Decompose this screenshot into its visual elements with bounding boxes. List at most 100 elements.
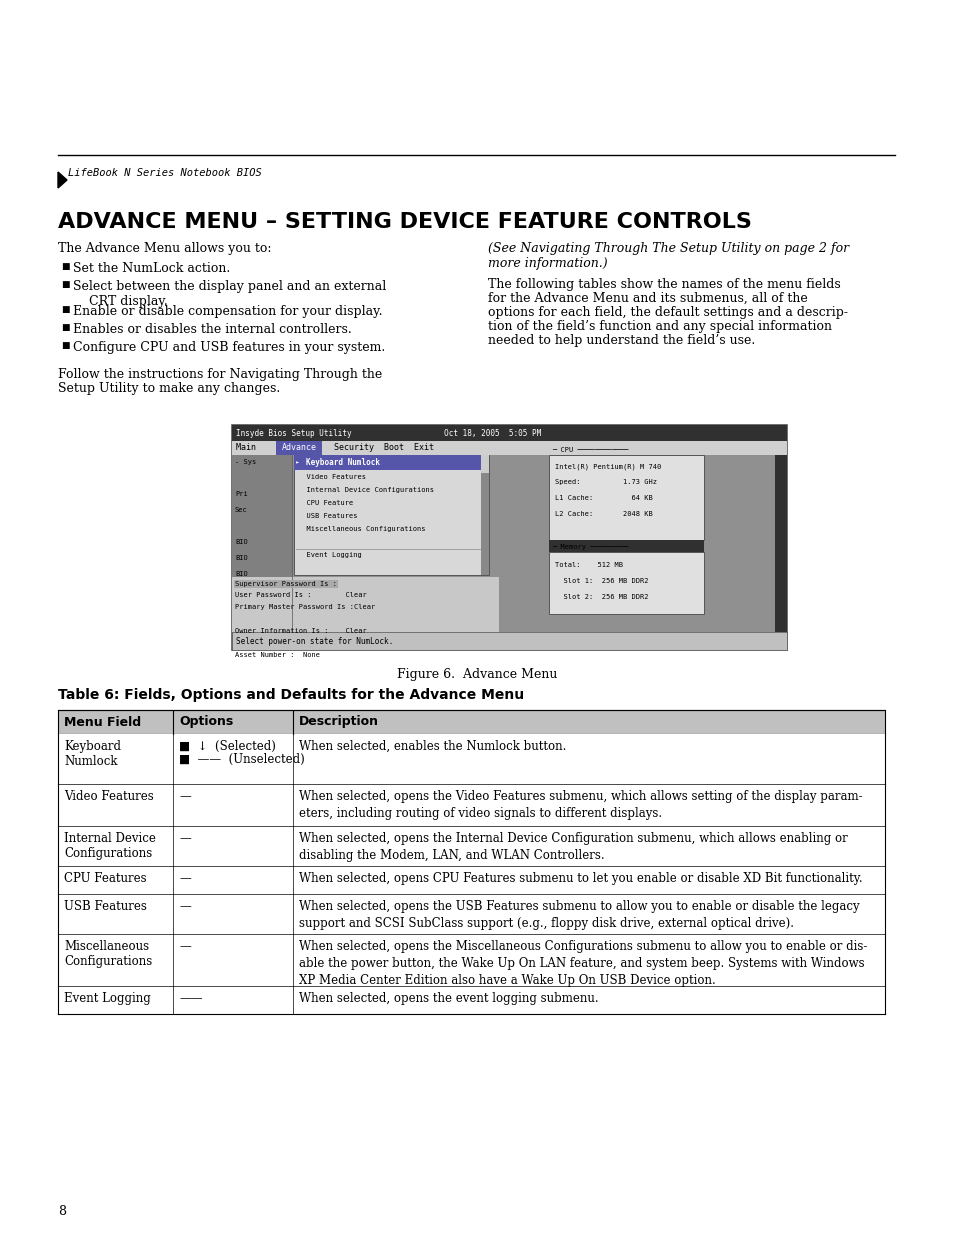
Text: Internal Device Configurations: Internal Device Configurations xyxy=(297,487,434,493)
Bar xyxy=(294,454,489,471)
Text: Keyboard
Numlock: Keyboard Numlock xyxy=(64,740,121,768)
Text: Security  Boot  Exit: Security Boot Exit xyxy=(324,443,434,452)
Text: BIO: BIO xyxy=(234,538,248,545)
Text: —: — xyxy=(179,790,191,803)
Text: ■  ↓  (Selected): ■ ↓ (Selected) xyxy=(179,740,275,753)
Bar xyxy=(232,425,786,441)
Text: ADVANCE MENU – SETTING DEVICE FEATURE CONTROLS: ADVANCE MENU – SETTING DEVICE FEATURE CO… xyxy=(58,212,751,232)
Text: ■: ■ xyxy=(61,341,70,350)
Text: Select between the display panel and an external
    CRT display.: Select between the display panel and an … xyxy=(73,280,386,308)
Text: CPU Features: CPU Features xyxy=(64,872,147,885)
Text: (See Navigating Through The Setup Utility on page 2 for
more information.): (See Navigating Through The Setup Utilit… xyxy=(488,242,848,270)
Text: L1 Cache:         64 KB: L1 Cache: 64 KB xyxy=(555,495,652,501)
Text: Figure 6.  Advance Menu: Figure 6. Advance Menu xyxy=(396,668,557,680)
Bar xyxy=(232,441,786,454)
Text: options for each field, the default settings and a descrip-: options for each field, the default sett… xyxy=(488,306,847,319)
Bar xyxy=(232,454,786,632)
Text: needed to help understand the field’s use.: needed to help understand the field’s us… xyxy=(488,333,755,347)
Text: ►: ► xyxy=(295,459,299,466)
Bar xyxy=(294,454,489,576)
Text: Configure CPU and USB features in your system.: Configure CPU and USB features in your s… xyxy=(73,341,385,354)
Text: USB Features: USB Features xyxy=(64,900,147,913)
Text: BIO: BIO xyxy=(234,571,248,577)
Text: for the Advance Menu and its submenus, all of the: for the Advance Menu and its submenus, a… xyxy=(488,291,807,305)
Text: ─ CPU ────────────: ─ CPU ──────────── xyxy=(552,447,628,453)
Bar xyxy=(58,826,884,866)
Text: Internal Device
Configurations: Internal Device Configurations xyxy=(64,832,155,860)
Bar xyxy=(58,710,884,734)
Bar xyxy=(58,986,884,1014)
Bar xyxy=(58,934,884,986)
Text: Video Features: Video Features xyxy=(64,790,153,803)
Text: —: — xyxy=(179,940,191,953)
Text: Description: Description xyxy=(298,715,378,729)
Text: ■: ■ xyxy=(61,262,70,270)
Text: Enables or disables the internal controllers.: Enables or disables the internal control… xyxy=(73,324,352,336)
Text: Video Features: Video Features xyxy=(297,474,366,480)
Bar xyxy=(232,454,292,632)
Bar xyxy=(275,441,322,454)
Text: Miscellaneous
Configurations: Miscellaneous Configurations xyxy=(64,940,152,968)
Text: tion of the field’s function and any special information: tion of the field’s function and any spe… xyxy=(488,320,831,333)
Text: Main: Main xyxy=(235,443,266,452)
Text: Slot 1:  256 MB DDR2: Slot 1: 256 MB DDR2 xyxy=(555,578,648,584)
Text: Set the NumLock action.: Set the NumLock action. xyxy=(73,262,230,275)
Bar xyxy=(58,734,884,784)
Bar xyxy=(232,425,786,650)
Text: - Sys: - Sys xyxy=(234,459,256,466)
Text: Event Logging: Event Logging xyxy=(64,992,151,1005)
Text: User Password Is :        Clear: User Password Is : Clear xyxy=(234,592,366,598)
Bar xyxy=(480,454,489,473)
Text: Insyde Bios Setup Utility                    Oct 18, 2005  5:05 PM: Insyde Bios Setup Utility Oct 18, 2005 5… xyxy=(235,429,540,437)
Text: Total:    512 MB: Total: 512 MB xyxy=(555,562,622,568)
Bar xyxy=(232,577,498,632)
Text: Keyboard Numlock: Keyboard Numlock xyxy=(306,458,379,467)
Text: Miscellaneous Configurations: Miscellaneous Configurations xyxy=(297,526,425,532)
Text: When selected, opens the Miscellaneous Configurations submenu to allow you to en: When selected, opens the Miscellaneous C… xyxy=(298,940,866,987)
Text: 8: 8 xyxy=(58,1205,66,1218)
Text: L2 Cache:       2048 KB: L2 Cache: 2048 KB xyxy=(555,511,652,517)
Text: When selected, opens the event logging submenu.: When selected, opens the event logging s… xyxy=(298,992,598,1005)
Text: Options: Options xyxy=(179,715,233,729)
Text: ■: ■ xyxy=(61,280,70,289)
Text: Asset Number :  None: Asset Number : None xyxy=(234,652,319,658)
Bar xyxy=(480,454,489,576)
Text: When selected, opens the Video Features submenu, which allows setting of the dis: When selected, opens the Video Features … xyxy=(298,790,862,820)
Text: Follow the instructions for Navigating Through the: Follow the instructions for Navigating T… xyxy=(58,368,382,382)
Text: Intel(R) Pentium(R) M 740: Intel(R) Pentium(R) M 740 xyxy=(555,463,660,469)
Bar xyxy=(58,784,884,826)
Bar xyxy=(548,540,703,552)
Bar xyxy=(548,552,703,614)
Text: Table 6: Fields, Options and Defaults for the Advance Menu: Table 6: Fields, Options and Defaults fo… xyxy=(58,688,523,701)
Text: Slot 2:  256 MB DDR2: Slot 2: 256 MB DDR2 xyxy=(555,594,648,600)
Text: Sec: Sec xyxy=(234,508,248,513)
Text: Advance: Advance xyxy=(281,443,316,452)
Text: When selected, enables the Numlock button.: When selected, enables the Numlock butto… xyxy=(298,740,566,753)
Text: Supervisor Password Is :: Supervisor Password Is : xyxy=(234,580,336,587)
Text: The Advance Menu allows you to:: The Advance Menu allows you to: xyxy=(58,242,272,254)
Text: ■: ■ xyxy=(61,305,70,314)
Text: Enable or disable compensation for your display.: Enable or disable compensation for your … xyxy=(73,305,382,317)
Text: Pri: Pri xyxy=(234,492,248,496)
Text: ─ Memory ─────────: ─ Memory ───────── xyxy=(552,543,628,550)
Text: BIO: BIO xyxy=(234,555,248,561)
Bar xyxy=(58,866,884,894)
Text: When selected, opens the Internal Device Configuration submenu, which allows ena: When selected, opens the Internal Device… xyxy=(298,832,847,862)
Text: Menu Field: Menu Field xyxy=(64,715,141,729)
Text: Speed:          1.73 GHz: Speed: 1.73 GHz xyxy=(555,479,657,485)
Text: ■  ——  (Unselected): ■ —— (Unselected) xyxy=(179,753,304,766)
Text: LifeBook N Series Notebook BIOS: LifeBook N Series Notebook BIOS xyxy=(68,168,261,178)
Text: Setup Utility to make any changes.: Setup Utility to make any changes. xyxy=(58,382,280,395)
Polygon shape xyxy=(58,172,67,188)
Text: The following tables show the names of the menu fields: The following tables show the names of t… xyxy=(488,278,840,291)
Text: When selected, opens CPU Features submenu to let you enable or disable XD Bit fu: When selected, opens CPU Features submen… xyxy=(298,872,862,885)
Text: When selected, opens the USB Features submenu to allow you to enable or disable : When selected, opens the USB Features su… xyxy=(298,900,859,930)
Text: —: — xyxy=(179,900,191,913)
Text: CPU Feature: CPU Feature xyxy=(297,500,353,506)
Text: —: — xyxy=(179,872,191,885)
Text: ——: —— xyxy=(179,992,202,1005)
Bar xyxy=(774,454,786,632)
Bar xyxy=(58,894,884,934)
Text: ■: ■ xyxy=(61,324,70,332)
Text: USB Features: USB Features xyxy=(297,513,357,519)
